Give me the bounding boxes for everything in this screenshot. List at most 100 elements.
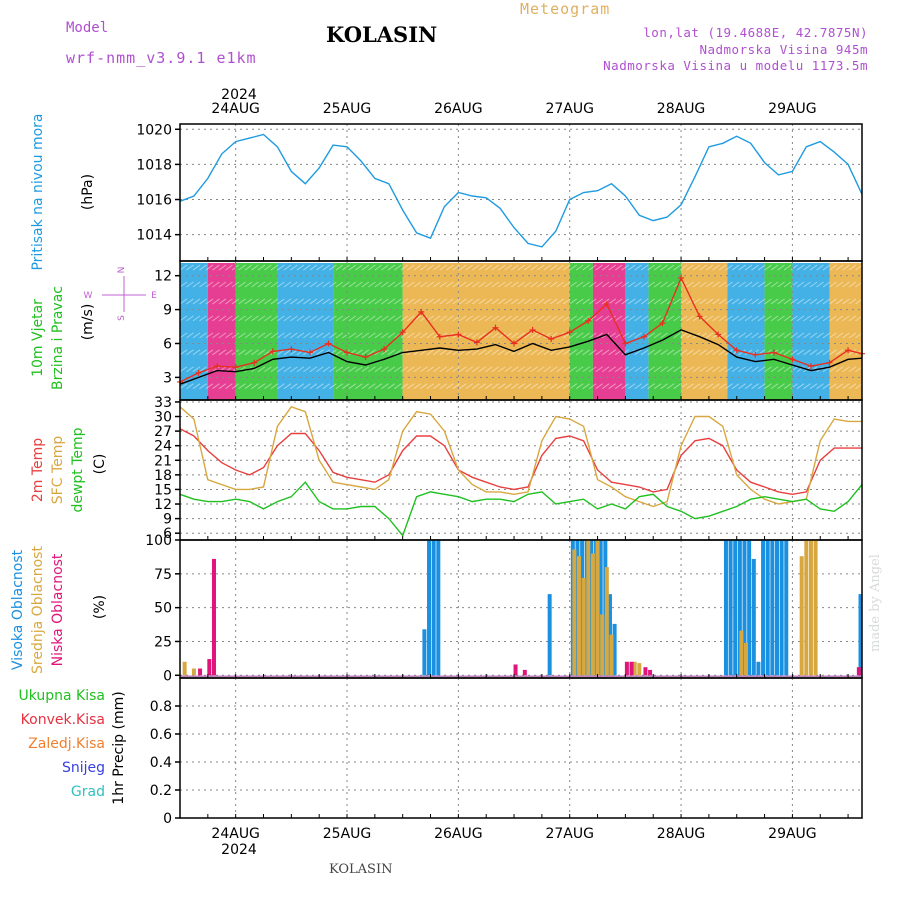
wind-barb [764,264,772,271]
wind-barb [179,366,188,373]
wind-barb [816,383,824,390]
wind-barb [764,298,772,305]
wind-barb [290,298,298,305]
wind-barb [355,349,363,356]
wind-barb [212,315,220,322]
wind-barb [290,383,298,390]
precip-legend-item: Zaledj.Kisa [28,736,105,752]
wind-barb [764,281,772,288]
wind-barb [686,349,694,356]
wind-barb [822,298,831,305]
wind-barb [569,315,578,322]
bar [547,594,552,676]
gust-marker [306,349,313,356]
wind-barb [218,332,227,339]
wind-barb [459,332,467,339]
y-tick-label: 21 [154,453,172,469]
wind-barb [796,281,805,288]
wind-barb [374,332,383,339]
wind-barb [530,332,539,339]
wind-barb [446,281,454,288]
compass-w: W [84,291,93,301]
wind-barb [725,298,733,305]
wind-barb [523,281,532,288]
wind-barb [322,332,331,339]
wind-barb [621,349,629,356]
wind-barb [764,315,772,322]
wind-barb [705,383,714,390]
wind-barb [342,383,350,390]
bar [808,540,813,676]
wind-barb [829,281,837,288]
wind-barb [459,315,467,322]
wind-barb [446,264,454,271]
wind-barb [381,383,389,390]
wind-barb [699,315,707,322]
wind-barb [575,349,584,356]
wind-barb [322,264,331,271]
wind-barb [829,383,837,390]
bar [612,623,617,676]
wind-barb [368,366,376,373]
wind-barb [588,298,597,305]
wind-barb [595,366,603,373]
wind-band [792,263,830,400]
wind-barb [621,366,629,373]
y-tick-label: 0.8 [150,699,172,715]
wind-barb [757,332,766,339]
wind-barb [478,332,487,339]
wind-barb [459,366,467,373]
wind-barb [361,264,370,271]
wind-barb [640,298,649,305]
wind-barb [426,332,435,339]
wind-barb [400,264,409,271]
wind-barb [290,366,298,373]
wind-barb [484,298,493,305]
wind-barb [803,264,811,271]
wind-barb [400,281,409,288]
wind-barb [790,315,798,322]
wind-barb [712,281,720,288]
wind-barb [660,349,668,356]
wind-barb [601,264,610,271]
date-label-bottom: 29AUG [768,826,817,842]
y-tick-label: 30 [154,410,172,426]
wind-barb [647,264,655,271]
bar [756,661,761,676]
wind-barb [231,298,240,305]
wind-barb [757,264,766,271]
wind-barb [381,264,389,271]
wind-barb [777,298,785,305]
wind-barb [588,349,597,356]
wind-barb [608,281,616,288]
wind-barb [842,366,850,373]
wind-barb [692,349,701,356]
y-tick-label: 15 [154,482,172,498]
gust-marker [770,349,777,356]
wind-barb [829,298,837,305]
wind-barb [355,332,363,339]
wind-barb [381,349,389,356]
wind-barb [751,298,759,305]
wind-barb [692,366,701,373]
wind-barb [199,281,207,288]
bar [813,540,818,676]
wind-barb [595,281,603,288]
wind-barb [361,315,370,322]
wind-barb [420,315,428,322]
wind-barb [790,264,798,271]
wind-barb [407,332,415,339]
wind-barb [257,298,266,305]
precip-legend-item: Konvek.Kisa [21,712,105,728]
gust-marker [325,340,332,347]
wind-barb [179,349,188,356]
wind-barb [413,315,422,322]
wind-barb [692,383,701,390]
wind-barb [426,298,435,305]
wind-barb [484,315,493,322]
wind-barb [634,264,642,271]
wind-barb [186,298,194,305]
wind-barb [803,281,811,288]
wind-barb [420,383,428,390]
wind-barb [426,383,435,390]
